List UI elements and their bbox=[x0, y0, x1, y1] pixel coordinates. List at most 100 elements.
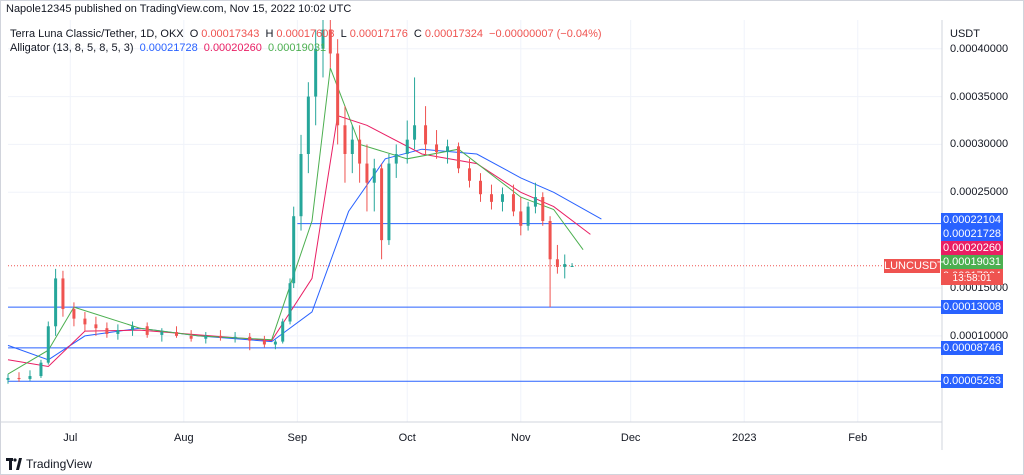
candle-body bbox=[6, 377, 10, 380]
candle-body bbox=[413, 125, 417, 140]
chart-pane[interactable]: Terra Luna Classic/Tether, 1D, OKX O 0.00… bbox=[0, 20, 1024, 450]
candle-body bbox=[233, 336, 237, 338]
candle-body bbox=[555, 259, 559, 267]
candle-body bbox=[489, 194, 493, 202]
footer-brand: TradingView bbox=[26, 457, 93, 471]
high-value: 0.00017603 bbox=[276, 28, 335, 40]
candle-body bbox=[17, 377, 21, 379]
close-value: 0.00017324 bbox=[424, 28, 483, 40]
price-box-label: 0.00020260 bbox=[941, 241, 1003, 255]
candle-body bbox=[273, 341, 277, 345]
x-tick-label: 2023 bbox=[731, 432, 757, 444]
candle-body bbox=[358, 139, 362, 164]
candle-body bbox=[321, 29, 325, 49]
candle-body bbox=[160, 332, 164, 335]
open-value: 0.00017343 bbox=[201, 28, 260, 40]
x-tick-label: Oct bbox=[398, 432, 416, 444]
candle-body bbox=[288, 283, 292, 322]
indicator-legend: Alligator (13, 8, 5, 8, 5, 3) 0.00021728… bbox=[10, 42, 329, 54]
candle-body bbox=[314, 48, 318, 97]
jaw-value: 0.00021728 bbox=[139, 42, 198, 54]
low-label: L bbox=[340, 28, 347, 40]
high-label: H bbox=[265, 28, 274, 40]
y-tick-label: 0.00015000 bbox=[950, 282, 1009, 294]
y-tick-label: 0.00010000 bbox=[950, 329, 1009, 342]
price-box-label: 0.00013008 bbox=[941, 300, 1003, 315]
candle-body bbox=[39, 362, 43, 377]
candle-body bbox=[145, 326, 149, 335]
y-tick-label: 0.00025000 bbox=[950, 186, 1009, 199]
price-box-label: 0.00008746 bbox=[941, 340, 1003, 355]
candle-body bbox=[350, 139, 354, 154]
candle-body bbox=[105, 328, 109, 334]
y-tick-label: 0.00030000 bbox=[950, 138, 1009, 151]
tradingview-logo-icon bbox=[6, 458, 22, 470]
x-tick-label: Nov bbox=[511, 432, 531, 444]
candle-body bbox=[500, 194, 504, 202]
lips-value: 0.00019031 bbox=[267, 42, 327, 54]
candle-body bbox=[72, 309, 76, 319]
candle-body bbox=[478, 180, 482, 195]
candle-body bbox=[299, 154, 303, 217]
candle-body bbox=[46, 326, 50, 363]
x-tick-label: Sep bbox=[287, 432, 308, 444]
x-tick-label: Dec bbox=[620, 432, 641, 444]
y-tick-label: 0.00035000 bbox=[950, 90, 1009, 103]
bar-countdown: 13:58:01 bbox=[941, 272, 1003, 285]
symbol-legend: Terra Luna Classic/Tether, 1D, OKX O 0.00… bbox=[10, 28, 605, 40]
candle-body bbox=[519, 211, 523, 226]
candle-body bbox=[328, 29, 332, 54]
candle-body bbox=[94, 324, 98, 329]
open-label: O bbox=[189, 28, 199, 40]
candle-body bbox=[570, 265, 574, 267]
candle-body bbox=[387, 163, 391, 241]
axis-currency: USDT bbox=[950, 28, 980, 40]
price-chart[interactable] bbox=[0, 20, 1024, 450]
published-header: Napole12345 published on TradingView.com… bbox=[6, 3, 352, 15]
candle-body bbox=[54, 278, 58, 327]
candle-body bbox=[218, 335, 222, 338]
alligator-jaw-line bbox=[7, 148, 602, 361]
candle-body bbox=[468, 168, 472, 181]
symbol-price-label: LUNCUSDT bbox=[884, 258, 944, 273]
candle-body bbox=[248, 336, 252, 341]
price-box-label: 0.00021728 bbox=[941, 227, 1003, 241]
y-tick-label: 0.00040000 bbox=[950, 42, 1009, 55]
candle-body bbox=[174, 332, 178, 336]
candle-body bbox=[28, 376, 32, 379]
x-tick-label: Jul bbox=[63, 432, 78, 444]
candle-body bbox=[511, 194, 515, 212]
candle-body bbox=[336, 53, 340, 126]
alligator-teeth-line bbox=[7, 115, 591, 368]
candle-body bbox=[548, 221, 552, 260]
candle-body bbox=[204, 335, 208, 339]
candle-body bbox=[306, 96, 310, 154]
candle-body bbox=[541, 197, 545, 221]
x-tick-label: Feb bbox=[848, 432, 868, 444]
price-box-label: 0.00005263 bbox=[941, 374, 1003, 389]
x-tick-label: Aug bbox=[174, 432, 194, 444]
candle-body bbox=[446, 146, 450, 153]
candle-body bbox=[424, 125, 428, 145]
low-value: 0.00017176 bbox=[349, 28, 408, 40]
candle-body bbox=[435, 144, 439, 153]
candle-body bbox=[372, 168, 376, 183]
price-box-label: 0.00022104 bbox=[941, 213, 1003, 227]
candle-body bbox=[281, 321, 285, 342]
candle-body bbox=[116, 330, 120, 334]
close-label: C bbox=[413, 28, 422, 40]
price-box-label: 0.00019031 bbox=[941, 255, 1003, 269]
indicator-title: Alligator (13, 8, 5, 8, 5, 3) bbox=[10, 42, 134, 54]
candle-body bbox=[61, 278, 65, 310]
candle-body bbox=[405, 139, 409, 154]
candle-body bbox=[457, 146, 461, 169]
candle-body bbox=[189, 335, 193, 339]
candle-body bbox=[533, 197, 537, 207]
candle-body bbox=[292, 216, 296, 284]
candle-body bbox=[131, 326, 135, 331]
candle-body bbox=[394, 154, 398, 164]
candle-body bbox=[563, 264, 567, 267]
symbol-title: Terra Luna Classic/Tether, 1D, OKX bbox=[10, 28, 184, 40]
candle-body bbox=[262, 340, 266, 345]
change-value: −0.00000007 (−0.04%) bbox=[489, 28, 602, 40]
